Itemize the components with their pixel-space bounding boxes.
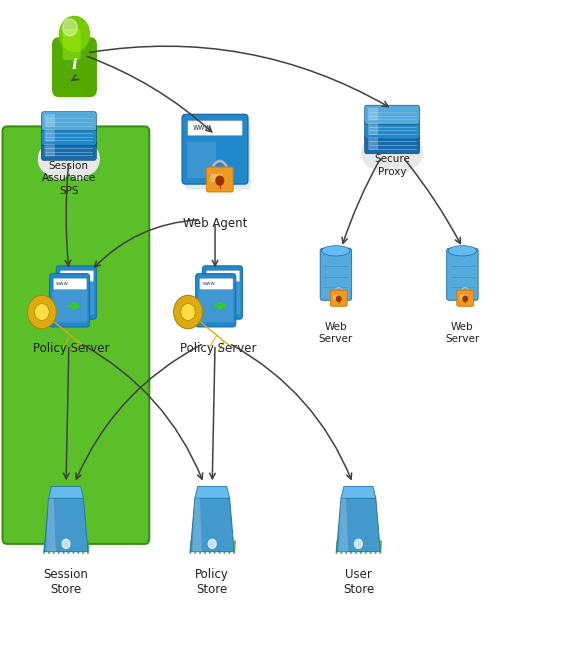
- Text: Secure
Proxy: Secure Proxy: [374, 154, 410, 177]
- FancyBboxPatch shape: [45, 114, 55, 127]
- Text: Web Agent: Web Agent: [183, 217, 247, 230]
- FancyBboxPatch shape: [41, 126, 97, 146]
- Circle shape: [62, 540, 70, 549]
- Text: www: www: [202, 281, 215, 286]
- Polygon shape: [44, 498, 88, 552]
- FancyBboxPatch shape: [460, 295, 467, 300]
- FancyBboxPatch shape: [457, 290, 473, 306]
- Circle shape: [63, 19, 77, 36]
- FancyBboxPatch shape: [188, 121, 242, 135]
- Circle shape: [376, 128, 408, 166]
- FancyBboxPatch shape: [60, 271, 94, 282]
- FancyBboxPatch shape: [364, 120, 420, 139]
- FancyBboxPatch shape: [368, 137, 378, 150]
- FancyBboxPatch shape: [368, 108, 378, 120]
- Polygon shape: [337, 498, 380, 552]
- Circle shape: [53, 135, 85, 173]
- FancyBboxPatch shape: [211, 174, 223, 182]
- Polygon shape: [49, 487, 84, 498]
- Circle shape: [173, 296, 202, 329]
- FancyBboxPatch shape: [53, 288, 88, 322]
- Circle shape: [34, 303, 49, 320]
- FancyBboxPatch shape: [2, 126, 149, 544]
- FancyBboxPatch shape: [206, 167, 233, 192]
- Circle shape: [28, 296, 56, 329]
- Text: www: www: [192, 124, 211, 132]
- Circle shape: [72, 143, 99, 175]
- Text: Policy Server: Policy Server: [180, 342, 256, 355]
- Polygon shape: [339, 498, 348, 552]
- Text: Session
Assurance
SPS: Session Assurance SPS: [42, 161, 96, 196]
- Circle shape: [208, 540, 216, 549]
- FancyBboxPatch shape: [187, 141, 216, 178]
- FancyBboxPatch shape: [56, 266, 97, 319]
- Circle shape: [38, 143, 66, 175]
- Text: Web
Server: Web Server: [319, 322, 353, 344]
- Polygon shape: [195, 487, 229, 498]
- FancyBboxPatch shape: [198, 288, 233, 322]
- Text: i: i: [72, 58, 77, 71]
- Circle shape: [396, 137, 423, 168]
- FancyBboxPatch shape: [206, 271, 240, 282]
- FancyBboxPatch shape: [45, 144, 55, 156]
- Circle shape: [371, 148, 393, 173]
- FancyBboxPatch shape: [41, 112, 97, 131]
- FancyBboxPatch shape: [195, 273, 236, 327]
- FancyBboxPatch shape: [333, 295, 341, 300]
- Circle shape: [181, 303, 195, 320]
- Circle shape: [68, 154, 90, 179]
- FancyBboxPatch shape: [41, 141, 97, 160]
- Text: www: www: [209, 273, 222, 279]
- FancyBboxPatch shape: [63, 29, 81, 60]
- Text: www: www: [63, 273, 76, 279]
- FancyBboxPatch shape: [50, 273, 90, 327]
- Circle shape: [216, 176, 224, 185]
- Polygon shape: [193, 498, 202, 552]
- Text: Policy Server: Policy Server: [33, 342, 110, 355]
- Polygon shape: [341, 487, 376, 498]
- Text: www: www: [56, 281, 69, 286]
- Circle shape: [362, 137, 389, 168]
- Circle shape: [59, 16, 90, 52]
- FancyBboxPatch shape: [182, 114, 248, 184]
- FancyBboxPatch shape: [185, 120, 251, 190]
- FancyBboxPatch shape: [330, 290, 347, 306]
- Text: User
Store: User Store: [343, 568, 374, 596]
- FancyBboxPatch shape: [320, 249, 351, 300]
- Circle shape: [463, 296, 467, 301]
- Ellipse shape: [448, 246, 477, 256]
- FancyBboxPatch shape: [202, 266, 242, 319]
- Ellipse shape: [321, 246, 350, 256]
- FancyBboxPatch shape: [368, 122, 378, 135]
- FancyBboxPatch shape: [199, 279, 233, 290]
- FancyBboxPatch shape: [59, 280, 94, 315]
- Text: Policy
Store: Policy Store: [195, 568, 229, 596]
- FancyBboxPatch shape: [52, 37, 97, 97]
- Text: Web
Server: Web Server: [445, 322, 480, 344]
- FancyBboxPatch shape: [364, 135, 420, 154]
- FancyBboxPatch shape: [364, 105, 420, 124]
- Polygon shape: [46, 498, 56, 552]
- Polygon shape: [190, 498, 234, 552]
- Circle shape: [48, 154, 69, 179]
- Text: Session
Store: Session Store: [44, 568, 89, 596]
- FancyBboxPatch shape: [45, 129, 55, 142]
- FancyBboxPatch shape: [447, 249, 478, 300]
- Circle shape: [337, 296, 341, 301]
- Circle shape: [392, 148, 413, 173]
- Circle shape: [354, 540, 362, 549]
- FancyBboxPatch shape: [205, 280, 240, 315]
- FancyBboxPatch shape: [54, 279, 87, 290]
